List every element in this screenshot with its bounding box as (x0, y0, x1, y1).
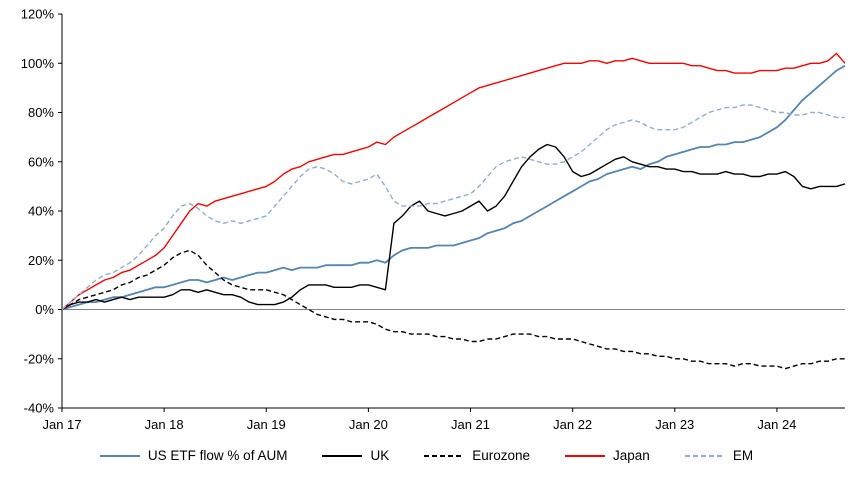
y-tick-label: 60% (28, 154, 54, 169)
x-tick-label: Jan 21 (451, 417, 490, 432)
y-tick-label: 80% (28, 105, 54, 120)
legend-label-japan: Japan (613, 448, 650, 463)
legend-item-uk: UK (321, 448, 389, 463)
y-tick-label: -40% (24, 401, 55, 416)
x-tick-label: Jan 17 (42, 417, 81, 432)
x-tick-label: Jan 23 (655, 417, 694, 432)
legend-label-eurozone: Eurozone (472, 448, 531, 463)
series-line-uk (61, 143, 846, 311)
chart-legend: US ETF flow % of AUM UK Eurozone Japan E… (0, 448, 852, 463)
x-tick-label: Jan 20 (349, 417, 388, 432)
legend-item-em: EM (684, 448, 753, 463)
y-tick-label: 120% (21, 7, 55, 22)
series-line-us-etf-flow-of-aum (61, 64, 846, 311)
series-line-japan (61, 52, 846, 311)
legend-label-us-etf-flow: US ETF flow % of AUM (147, 448, 288, 463)
x-tick-label: Jan 18 (145, 417, 184, 432)
legend-label-uk: UK (370, 448, 390, 463)
x-tick-label: Jan 19 (247, 417, 286, 432)
us-line-swatch-icon (99, 454, 140, 457)
eurozone-dashed-line-swatch-icon (424, 454, 465, 457)
y-tick-label: 40% (28, 204, 54, 219)
y-tick-label: -20% (24, 351, 55, 366)
japan-line-swatch-icon (565, 454, 606, 457)
uk-line-swatch-icon (322, 454, 363, 457)
legend-item-eurozone: Eurozone (423, 448, 530, 463)
y-tick-label: 20% (28, 253, 54, 268)
x-tick-label: Jan 24 (757, 417, 796, 432)
x-tick-label: Jan 22 (553, 417, 592, 432)
legend-item-us-etf-flow: US ETF flow % of AUM (99, 448, 288, 463)
series-line-em (61, 104, 845, 311)
legend-item-japan: Japan (564, 448, 650, 463)
y-tick-label: 100% (21, 56, 55, 71)
etf-flow-line-chart: 120% 100% 80% 60% 40% 20% 0% -20% -40%Jan 17 Jan … (21, 7, 846, 432)
em-dashed-line-swatch-icon (684, 454, 725, 457)
y-tick-label: 0% (35, 302, 54, 317)
legend-label-em: EM (732, 448, 754, 463)
series-line-eurozone (61, 249, 845, 370)
